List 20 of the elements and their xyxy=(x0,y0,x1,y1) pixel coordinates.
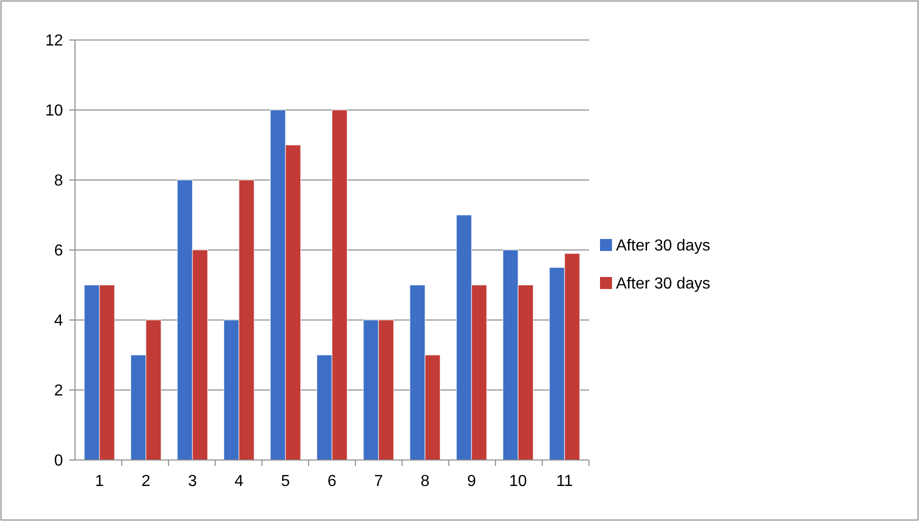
x-tick-label: 3 xyxy=(188,473,197,490)
x-tick-label: 10 xyxy=(509,473,528,490)
x-tick-label: 7 xyxy=(374,473,384,490)
y-tick-label: 6 xyxy=(54,242,64,260)
x-tick-label: 6 xyxy=(328,473,337,490)
y-tick-label: 12 xyxy=(45,32,64,50)
x-tick-label: 4 xyxy=(234,473,244,490)
y-tick-label: 2 xyxy=(54,382,64,400)
y-tick-label: 8 xyxy=(54,172,64,190)
y-tick-label: 4 xyxy=(54,312,64,330)
legend-label: After 30 days xyxy=(616,276,710,293)
y-tick-label: 0 xyxy=(54,452,64,470)
legend-label: After 30 days xyxy=(616,238,710,255)
x-tick-label: 5 xyxy=(281,473,290,490)
x-tick-label: 8 xyxy=(420,473,430,490)
x-tick-label: 1 xyxy=(94,473,104,490)
y-tick-label: 10 xyxy=(45,102,64,120)
x-tick-label: 9 xyxy=(467,473,476,490)
x-tick-label: 11 xyxy=(556,473,573,490)
x-tick-label: 2 xyxy=(141,473,150,490)
